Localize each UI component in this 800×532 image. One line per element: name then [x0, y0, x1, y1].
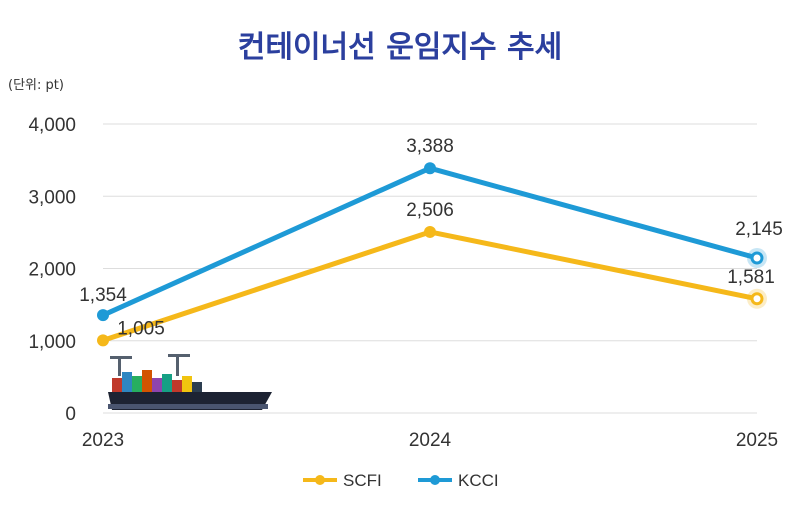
y-tick-label: 3,000 — [28, 187, 76, 208]
data-label-kcci: 1,354 — [79, 285, 127, 306]
series-line-scfi — [100, 229, 760, 343]
legend-label-kcci: KCCI — [458, 471, 499, 490]
data-label-scfi: 2,506 — [406, 200, 454, 221]
x-tick-label: 2025 — [736, 430, 778, 451]
data-point-kcci — [424, 162, 436, 175]
x-tick-label: 2024 — [409, 430, 452, 451]
container-ship-icon — [108, 354, 272, 410]
data-label-kcci: 3,388 — [406, 136, 454, 157]
data-label-kcci: 2,145 — [735, 219, 783, 240]
unit-label: (단위: pt) — [8, 78, 64, 93]
data-label-scfi: 1,581 — [727, 267, 775, 288]
chart-title: 컨테이너선 운임지수 추세 — [237, 30, 563, 65]
x-tick-label: 2023 — [82, 430, 124, 451]
data-label-scfi: 1,005 — [117, 318, 165, 339]
legend-marker — [430, 475, 440, 485]
data-point-scfi — [424, 225, 436, 238]
data-point-scfi — [97, 334, 109, 347]
legend-label-scfi: SCFI — [343, 471, 382, 490]
legend-marker — [315, 475, 325, 485]
series-line-kcci — [100, 165, 760, 318]
y-tick-label: 2,000 — [28, 260, 76, 281]
y-tick-label: 4,000 — [28, 115, 76, 136]
data-point-kcci — [97, 309, 109, 322]
data-point-scfi — [750, 292, 764, 306]
y-tick-label: 0 — [65, 404, 76, 425]
y-tick-label: 1,000 — [28, 332, 76, 353]
data-point-kcci — [750, 251, 764, 265]
